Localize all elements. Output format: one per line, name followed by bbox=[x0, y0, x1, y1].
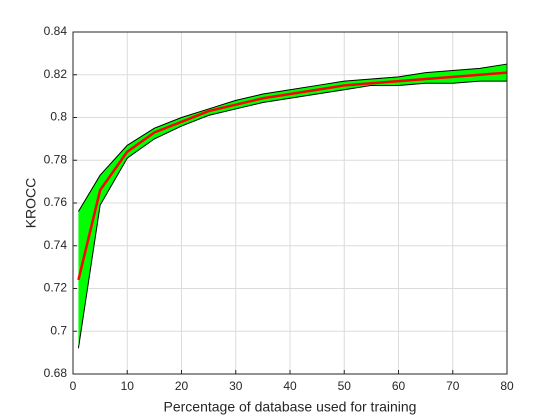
band-edge bbox=[77, 80, 507, 349]
y-tick-label: 0.68 bbox=[44, 366, 68, 380]
y-tick-label: 0.7 bbox=[50, 323, 67, 337]
x-tick-label: 40 bbox=[283, 379, 297, 393]
x-tick-label: 80 bbox=[500, 379, 514, 393]
y-tick-label: 0.78 bbox=[44, 152, 68, 166]
plot-layer bbox=[77, 63, 508, 349]
y-tick-label: 0.74 bbox=[44, 238, 68, 252]
tick-layer: 0 10 20 30 40 50 60 70 80 0.68 0.7 0.72 0.74 0.76 0.78… bbox=[44, 24, 514, 393]
x-tick-label: 10 bbox=[121, 379, 135, 393]
x-tick-label: 30 bbox=[229, 379, 243, 393]
x-axis-label: Percentage of database used for training bbox=[164, 399, 417, 415]
y-tick-label: 0.8 bbox=[50, 110, 67, 124]
y-axis-label: KROCC bbox=[23, 178, 39, 229]
x-tick-label: 60 bbox=[392, 379, 406, 393]
y-tick-label: 0.84 bbox=[44, 24, 68, 38]
y-tick-label: 0.76 bbox=[44, 195, 68, 209]
x-tick-label: 0 bbox=[70, 379, 77, 393]
band-edge bbox=[77, 63, 508, 212]
mean-line bbox=[77, 71, 508, 281]
y-tick-label: 0.82 bbox=[44, 67, 68, 81]
x-tick-label: 20 bbox=[175, 379, 189, 393]
y-tick-label: 0.72 bbox=[44, 281, 68, 295]
x-tick-label: 50 bbox=[338, 379, 352, 393]
x-tick-label: 70 bbox=[446, 379, 460, 393]
